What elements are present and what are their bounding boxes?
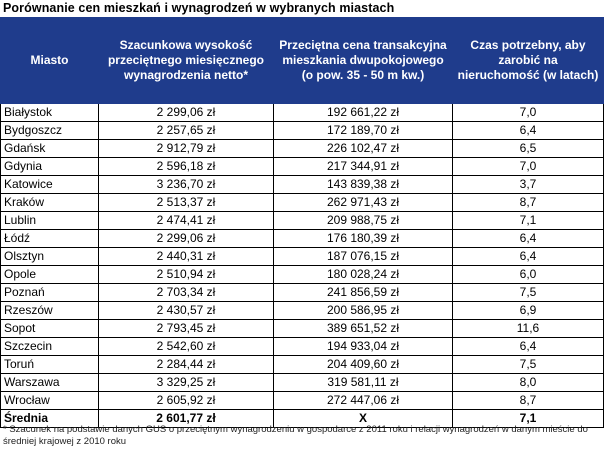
city-cell: Poznań xyxy=(0,283,99,302)
header-salary: Szacunkowa wysokość przeciętnego miesięc… xyxy=(98,17,274,104)
price-cell: 194 933,04 zł xyxy=(273,337,453,356)
years-cell: 8,7 xyxy=(452,193,604,212)
years-cell: 11,6 xyxy=(452,319,604,338)
years-cell: 7,1 xyxy=(452,409,604,428)
salary-cell: 2 793,45 zł xyxy=(98,319,274,338)
city-cell: Olsztyn xyxy=(0,247,99,266)
city-cell: Białystok xyxy=(0,103,99,122)
city-cell: Rzeszów xyxy=(0,301,99,320)
header-years: Czas potrzebny, aby zarobić na nieruchom… xyxy=(452,17,604,104)
table-body: Białystok 2 299,06 zł 192 661,22 zł 7,0 Bydg… xyxy=(0,103,604,428)
table-row: Gdynia 2 596,18 zł 217 344,91 zł 7,0 xyxy=(0,157,604,176)
price-cell: 319 581,11 zł xyxy=(273,373,453,392)
price-cell: 389 651,52 zł xyxy=(273,319,453,338)
salary-cell: 3 329,25 zł xyxy=(98,373,274,392)
salary-cell: 2 605,92 zł xyxy=(98,391,274,410)
salary-cell: 2 430,57 zł xyxy=(98,301,274,320)
salary-cell: 2 510,94 zł xyxy=(98,265,274,284)
table-row: Rzeszów 2 430,57 zł 200 586,95 zł 6,9 xyxy=(0,301,604,320)
salary-cell: 2 284,44 zł xyxy=(98,355,274,374)
table-row: Katowice 3 236,70 zł 143 839,38 zł 3,7 xyxy=(0,175,604,194)
years-cell: 6,4 xyxy=(452,121,604,140)
city-cell: Gdańsk xyxy=(0,139,99,158)
city-cell: Warszawa xyxy=(0,373,99,392)
salary-cell: 2 912,79 zł xyxy=(98,139,274,158)
table-row: Poznań 2 703,34 zł 241 856,59 zł 7,5 xyxy=(0,283,604,302)
table-row: Toruń 2 284,44 zł 204 409,60 zł 7,5 xyxy=(0,355,604,374)
years-cell: 3,7 xyxy=(452,175,604,194)
table-row-average: Średnia 2 601,77 zł X 7,1 xyxy=(0,409,604,428)
years-cell: 8,0 xyxy=(452,373,604,392)
table-row: Opole 2 510,94 zł 180 028,24 zł 6,0 xyxy=(0,265,604,284)
years-cell: 6,4 xyxy=(452,247,604,266)
table-row: Sopot 2 793,45 zł 389 651,52 zł 11,6 xyxy=(0,319,604,338)
salary-cell: 2 542,60 zł xyxy=(98,337,274,356)
header-price: Przeciętna cena transakcyjna mieszkania … xyxy=(273,17,453,104)
table-row: Gdańsk 2 912,79 zł 226 102,47 zł 6,5 xyxy=(0,139,604,158)
price-cell: 143 839,38 zł xyxy=(273,175,453,194)
salary-cell: 3 236,70 zł xyxy=(98,175,274,194)
salary-cell: 2 703,34 zł xyxy=(98,283,274,302)
salary-cell: 2 513,37 zł xyxy=(98,193,274,212)
salary-cell: 2 596,18 zł xyxy=(98,157,274,176)
city-cell: Wrocław xyxy=(0,391,99,410)
years-cell: 6,0 xyxy=(452,265,604,284)
years-cell: 7,5 xyxy=(452,283,604,302)
price-cell: 226 102,47 zł xyxy=(273,139,453,158)
years-cell: 7,1 xyxy=(452,211,604,230)
price-cell: 241 856,59 zł xyxy=(273,283,453,302)
price-cell: 262 971,43 zł xyxy=(273,193,453,212)
table-row: Bydgoszcz 2 257,65 zł 172 189,70 zł 6,4 xyxy=(0,121,604,140)
price-cell: 187 076,15 zł xyxy=(273,247,453,266)
table-row: Białystok 2 299,06 zł 192 661,22 zł 7,0 xyxy=(0,103,604,122)
salary-cell: 2 299,06 zł xyxy=(98,103,274,122)
city-cell: Szczecin xyxy=(0,337,99,356)
city-cell: Sopot xyxy=(0,319,99,338)
city-cell: Lublin xyxy=(0,211,99,230)
footnote: * Szacunek na podstawie danych GUS o prz… xyxy=(3,424,588,447)
table-row: Olsztyn 2 440,31 zł 187 076,15 zł 6,4 xyxy=(0,247,604,266)
table-row: Łódź 2 299,06 zł 176 180,39 zł 6,4 xyxy=(0,229,604,248)
price-cell: 209 988,75 zł xyxy=(273,211,453,230)
salary-cell: 2 299,06 zł xyxy=(98,229,274,248)
years-cell: 6,4 xyxy=(452,337,604,356)
city-cell: Średnia xyxy=(0,409,99,428)
table-row: Warszawa 3 329,25 zł 319 581,11 zł 8,0 xyxy=(0,373,604,392)
price-cell: 200 586,95 zł xyxy=(273,301,453,320)
price-cell: 272 447,06 zł xyxy=(273,391,453,410)
page-title: Porównanie cen mieszkań i wynagrodzeń w … xyxy=(3,1,395,15)
price-cell: 172 189,70 zł xyxy=(273,121,453,140)
city-cell: Toruń xyxy=(0,355,99,374)
years-cell: 7,0 xyxy=(452,157,604,176)
city-cell: Kraków xyxy=(0,193,99,212)
price-cell: 176 180,39 zł xyxy=(273,229,453,248)
table-header: Miasto Szacunkowa wysokość przeciętnego … xyxy=(0,17,604,104)
salary-cell: 2 474,41 zł xyxy=(98,211,274,230)
price-cell: 217 344,91 zł xyxy=(273,157,453,176)
table-row: Wrocław 2 605,92 zł 272 447,06 zł 8,7 xyxy=(0,391,604,410)
price-cell: 180 028,24 zł xyxy=(273,265,453,284)
years-cell: 6,4 xyxy=(452,229,604,248)
comparison-table: Miasto Szacunkowa wysokość przeciętnego … xyxy=(0,17,604,428)
table-row: Kraków 2 513,37 zł 262 971,43 zł 8,7 xyxy=(0,193,604,212)
city-cell: Bydgoszcz xyxy=(0,121,99,140)
city-cell: Katowice xyxy=(0,175,99,194)
years-cell: 7,0 xyxy=(452,103,604,122)
years-cell: 8,7 xyxy=(452,391,604,410)
salary-cell: 2 257,65 zł xyxy=(98,121,274,140)
years-cell: 6,9 xyxy=(452,301,604,320)
city-cell: Łódź xyxy=(0,229,99,248)
header-city: Miasto xyxy=(0,17,99,104)
table-row: Szczecin 2 542,60 zł 194 933,04 zł 6,4 xyxy=(0,337,604,356)
salary-cell: 2 440,31 zł xyxy=(98,247,274,266)
city-cell: Gdynia xyxy=(0,157,99,176)
years-cell: 7,5 xyxy=(452,355,604,374)
years-cell: 6,5 xyxy=(452,139,604,158)
price-cell: 192 661,22 zł xyxy=(273,103,453,122)
price-cell: 204 409,60 zł xyxy=(273,355,453,374)
table-row: Lublin 2 474,41 zł 209 988,75 zł 7,1 xyxy=(0,211,604,230)
city-cell: Opole xyxy=(0,265,99,284)
